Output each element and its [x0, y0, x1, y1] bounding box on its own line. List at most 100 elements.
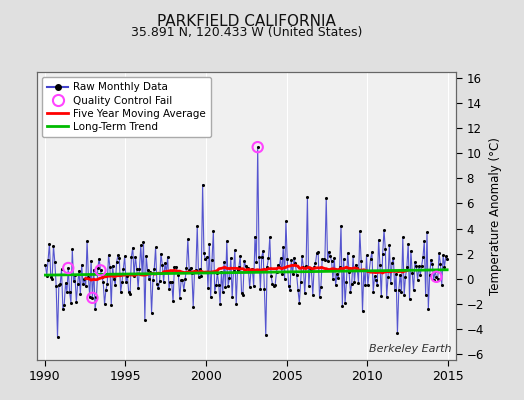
- Point: [282, 218, 290, 225]
- Point: [192, 267, 200, 273]
- Point: [131, 254, 139, 260]
- Point: [182, 265, 191, 271]
- Point: [168, 279, 176, 286]
- Point: [397, 289, 406, 295]
- Point: [119, 266, 127, 273]
- Point: [138, 270, 146, 277]
- Point: [380, 227, 388, 233]
- Point: [298, 253, 306, 260]
- Point: [249, 283, 258, 290]
- Point: [392, 271, 400, 277]
- Point: [169, 298, 177, 304]
- Point: [311, 260, 320, 266]
- Legend: Raw Monthly Data, Quality Control Fail, Five Year Moving Average, Long-Term Tren: Raw Monthly Data, Quality Control Fail, …: [42, 77, 211, 137]
- Point: [361, 282, 369, 288]
- Point: [150, 266, 158, 272]
- Point: [407, 248, 415, 254]
- Point: [257, 254, 266, 260]
- Point: [346, 289, 355, 295]
- Point: [96, 267, 105, 274]
- Point: [372, 277, 380, 284]
- Point: [82, 283, 90, 290]
- Point: [147, 310, 156, 316]
- Point: [439, 252, 447, 259]
- Point: [342, 279, 351, 286]
- Point: [233, 266, 242, 273]
- Point: [115, 255, 124, 262]
- Point: [97, 274, 106, 280]
- Point: [99, 278, 107, 285]
- Point: [88, 295, 96, 301]
- Point: [442, 253, 450, 260]
- Point: [187, 264, 195, 271]
- Point: [242, 263, 250, 269]
- Point: [278, 271, 286, 277]
- Point: [322, 195, 331, 202]
- Point: [301, 290, 309, 296]
- Point: [188, 270, 196, 276]
- Point: [276, 255, 285, 261]
- Point: [260, 286, 269, 292]
- Point: [100, 301, 108, 308]
- Point: [373, 282, 381, 288]
- Point: [267, 273, 275, 279]
- Point: [135, 266, 144, 272]
- Point: [316, 284, 325, 290]
- Point: [309, 292, 317, 298]
- Text: Berkeley Earth: Berkeley Earth: [369, 344, 452, 354]
- Point: [338, 302, 346, 309]
- Point: [430, 277, 438, 283]
- Point: [243, 265, 251, 272]
- Point: [255, 254, 263, 261]
- Point: [107, 302, 115, 308]
- Point: [287, 257, 296, 264]
- Point: [318, 256, 326, 262]
- Point: [354, 279, 363, 286]
- Point: [189, 304, 198, 310]
- Point: [359, 267, 368, 273]
- Point: [383, 294, 391, 300]
- Point: [369, 288, 377, 295]
- Point: [158, 262, 167, 268]
- Point: [225, 275, 234, 281]
- Point: [75, 267, 83, 274]
- Point: [60, 301, 69, 308]
- Point: [239, 292, 247, 298]
- Point: [435, 250, 443, 256]
- Point: [271, 282, 279, 288]
- Point: [288, 271, 297, 277]
- Point: [264, 255, 272, 262]
- Point: [268, 281, 277, 288]
- Point: [292, 272, 301, 278]
- Point: [45, 240, 53, 247]
- Point: [256, 286, 265, 292]
- Point: [272, 268, 281, 275]
- Point: [411, 259, 419, 266]
- Point: [406, 296, 414, 302]
- Point: [149, 277, 157, 283]
- Point: [56, 281, 64, 287]
- Point: [220, 259, 228, 265]
- Point: [208, 257, 216, 263]
- Point: [94, 265, 102, 271]
- Point: [85, 293, 94, 300]
- Point: [285, 283, 293, 289]
- Point: [146, 269, 155, 276]
- Point: [333, 271, 341, 277]
- Point: [270, 283, 278, 290]
- Point: [259, 248, 267, 254]
- Point: [185, 267, 193, 274]
- Point: [87, 257, 95, 264]
- Point: [283, 256, 291, 263]
- Point: [376, 262, 384, 269]
- Point: [428, 261, 436, 267]
- Point: [165, 286, 173, 292]
- Point: [205, 241, 213, 247]
- Point: [80, 276, 89, 282]
- Point: [142, 252, 150, 259]
- Point: [427, 256, 435, 263]
- Point: [329, 276, 337, 282]
- Point: [297, 279, 305, 285]
- Point: [387, 280, 395, 286]
- Point: [121, 253, 129, 259]
